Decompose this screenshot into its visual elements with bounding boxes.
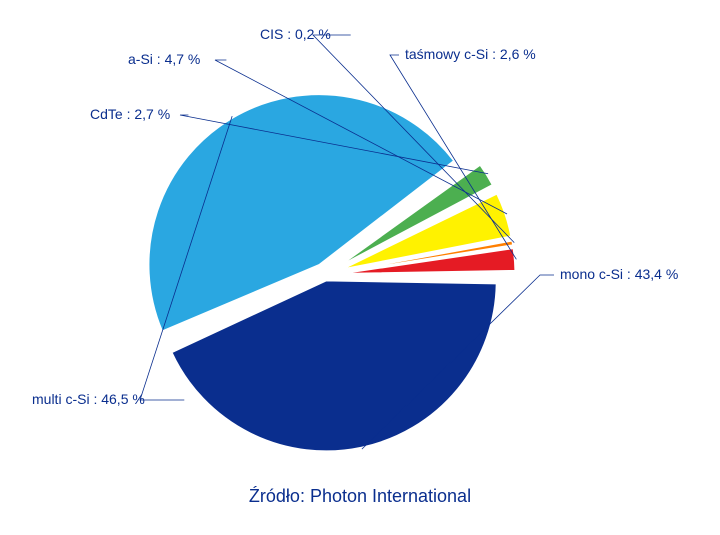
- slice-label: taśmowy c-Si : 2,6 %: [405, 46, 536, 62]
- slice-label: CdTe : 2,7 %: [90, 106, 170, 122]
- slice-label: multi c-Si : 46,5 %: [32, 391, 145, 407]
- slice-label: a-Si : 4,7 %: [128, 51, 200, 67]
- slice-label: CIS : 0,2 %: [260, 26, 331, 42]
- chart-caption: Źródło: Photon International: [0, 486, 720, 507]
- slice-label: mono c-Si : 43,4 %: [560, 266, 678, 282]
- pie-chart: Źródło: Photon International mono c-Si :…: [0, 0, 720, 535]
